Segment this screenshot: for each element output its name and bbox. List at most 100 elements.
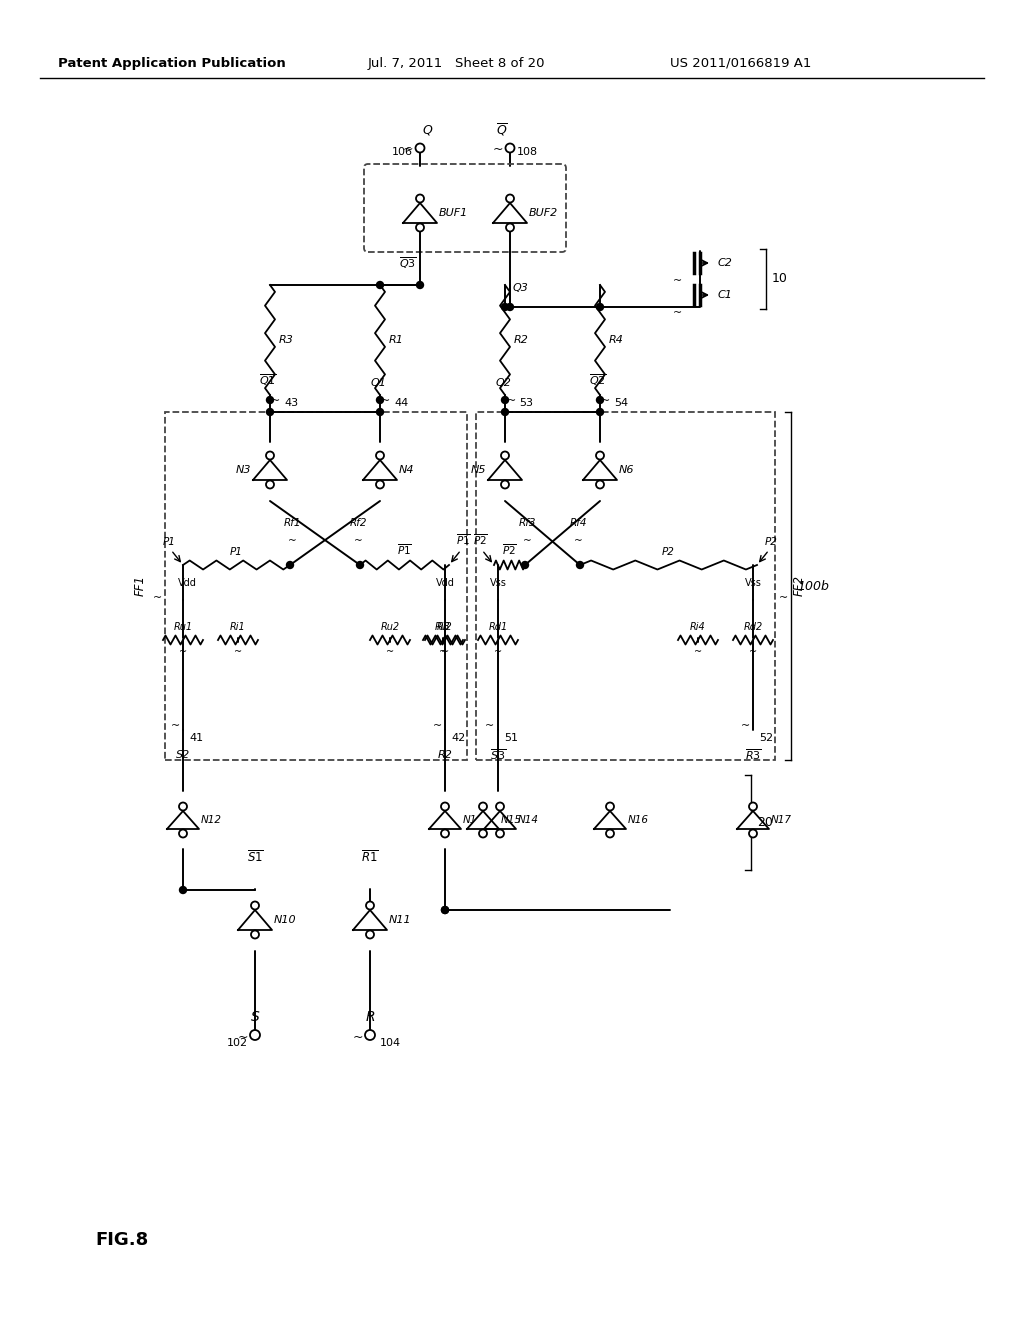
Text: 108: 108 <box>517 147 538 157</box>
Circle shape <box>251 931 259 939</box>
Text: Ru2: Ru2 <box>381 622 399 632</box>
Circle shape <box>501 480 509 488</box>
Text: $\overline{P2}$: $\overline{P2}$ <box>502 543 517 557</box>
Text: Rf2: Rf2 <box>349 517 367 528</box>
Text: Ru1: Ru1 <box>173 622 193 632</box>
Text: 41: 41 <box>189 733 203 743</box>
Circle shape <box>416 194 424 202</box>
Text: BUF2: BUF2 <box>529 209 558 218</box>
Text: P2: P2 <box>663 546 675 557</box>
Circle shape <box>441 907 449 913</box>
Text: $\overline{Q3}$: $\overline{Q3}$ <box>399 255 417 271</box>
Polygon shape <box>488 459 522 480</box>
Text: Vss: Vss <box>489 578 507 587</box>
Text: C1: C1 <box>718 290 733 300</box>
Text: C2: C2 <box>718 257 733 268</box>
Text: $\overline{Q1}$: $\overline{Q1}$ <box>259 372 276 388</box>
Text: ~: ~ <box>353 536 362 546</box>
Text: FIG.8: FIG.8 <box>95 1232 148 1249</box>
Circle shape <box>501 451 509 459</box>
Text: N11: N11 <box>389 915 412 925</box>
Circle shape <box>479 803 487 810</box>
Circle shape <box>502 304 509 310</box>
Circle shape <box>179 803 187 810</box>
Text: $\overline{P2}$: $\overline{P2}$ <box>472 532 487 546</box>
Text: ~: ~ <box>233 647 242 657</box>
Polygon shape <box>737 810 769 829</box>
Text: $\overline{P1}$: $\overline{P1}$ <box>397 543 412 557</box>
Text: $\overline{R3}$: $\overline{R3}$ <box>744 747 762 763</box>
Polygon shape <box>594 810 626 829</box>
Text: Ri2: Ri2 <box>437 622 453 632</box>
Circle shape <box>597 304 603 310</box>
Circle shape <box>366 931 374 939</box>
Text: ~: ~ <box>493 143 503 156</box>
Text: 20: 20 <box>757 816 773 829</box>
Circle shape <box>287 561 294 569</box>
Text: R1: R1 <box>389 335 403 345</box>
Circle shape <box>506 223 514 231</box>
Circle shape <box>606 829 614 837</box>
Text: R4: R4 <box>609 335 624 345</box>
Text: 100b: 100b <box>797 579 828 593</box>
Text: Vdd: Vdd <box>435 578 455 587</box>
Circle shape <box>376 480 384 488</box>
Text: P1: P1 <box>230 546 243 557</box>
Text: $\overline{Q2}$: $\overline{Q2}$ <box>589 372 607 388</box>
Text: ~: ~ <box>674 308 683 318</box>
Text: Ri3: Ri3 <box>435 622 451 632</box>
Text: ~: ~ <box>352 1031 364 1044</box>
Polygon shape <box>583 459 617 480</box>
Circle shape <box>416 223 424 231</box>
Polygon shape <box>467 810 499 829</box>
Text: ~: ~ <box>432 721 441 731</box>
Text: ~: ~ <box>778 593 787 603</box>
Text: Vdd: Vdd <box>177 578 197 587</box>
Circle shape <box>251 902 259 909</box>
Circle shape <box>506 194 514 202</box>
Circle shape <box>597 396 603 404</box>
Polygon shape <box>429 810 461 829</box>
Text: ~: ~ <box>288 536 296 546</box>
Text: ~: ~ <box>386 647 394 657</box>
Circle shape <box>416 144 425 153</box>
Text: N12: N12 <box>201 814 222 825</box>
Text: S2: S2 <box>176 750 190 760</box>
Text: N4: N4 <box>399 465 415 475</box>
Circle shape <box>356 561 364 569</box>
Circle shape <box>377 408 384 416</box>
Text: N14: N14 <box>518 814 539 825</box>
Text: N15: N15 <box>501 814 522 825</box>
Text: Rf1: Rf1 <box>284 517 301 528</box>
Circle shape <box>502 408 509 416</box>
Circle shape <box>479 829 487 837</box>
Text: ~: ~ <box>179 647 187 657</box>
Text: P1: P1 <box>163 537 175 546</box>
Polygon shape <box>253 459 287 480</box>
Text: 52: 52 <box>759 733 773 743</box>
Text: ~: ~ <box>674 276 683 286</box>
Circle shape <box>597 408 603 416</box>
Text: Rf4: Rf4 <box>569 517 587 528</box>
Text: 43: 43 <box>284 399 298 408</box>
Circle shape <box>266 396 273 404</box>
Text: $\overline{S3}$: $\overline{S3}$ <box>489 747 506 763</box>
Text: Q: Q <box>422 124 432 136</box>
Circle shape <box>496 803 504 810</box>
Circle shape <box>377 396 384 404</box>
Text: 51: 51 <box>504 733 518 743</box>
Text: ~: ~ <box>439 647 447 657</box>
Circle shape <box>596 451 604 459</box>
Circle shape <box>749 803 757 810</box>
Text: Vss: Vss <box>744 578 762 587</box>
Text: 42: 42 <box>451 733 465 743</box>
Text: BUF1: BUF1 <box>439 209 468 218</box>
Circle shape <box>376 451 384 459</box>
Circle shape <box>606 803 614 810</box>
Circle shape <box>266 451 274 459</box>
Text: R2: R2 <box>514 335 528 345</box>
Text: US 2011/0166819 A1: US 2011/0166819 A1 <box>670 57 811 70</box>
Circle shape <box>417 281 424 289</box>
Circle shape <box>266 480 274 488</box>
Polygon shape <box>167 810 199 829</box>
